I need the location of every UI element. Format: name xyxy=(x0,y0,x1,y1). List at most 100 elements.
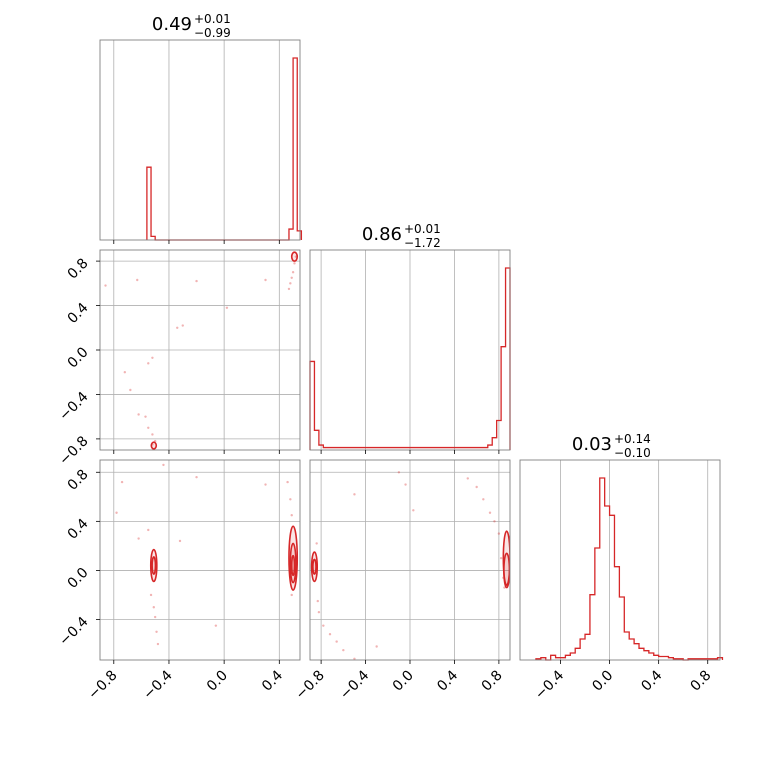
scatter-panel-1-2 xyxy=(309,459,511,664)
scatter-point xyxy=(136,278,139,282)
scatter-point xyxy=(315,542,318,545)
scatter-point xyxy=(397,471,401,474)
x-tick-label: −0.8 xyxy=(293,668,328,703)
scatter-point xyxy=(104,284,107,287)
x-tick-label: 0.4 xyxy=(259,667,286,694)
histogram-step-1 xyxy=(309,267,511,450)
scatter-point xyxy=(412,509,415,512)
scatter-point xyxy=(147,362,150,365)
scatter-point xyxy=(290,276,293,279)
scatter-point xyxy=(335,640,338,643)
param-title-median-2: 0.03 xyxy=(572,434,612,455)
histogram-panel-2: 0.03 +0.14−0.10 xyxy=(519,432,724,664)
y-tick-label: 0.8 xyxy=(65,255,92,282)
param-title-minus-1: −1.72 xyxy=(404,236,441,250)
scatter-point xyxy=(152,606,155,609)
y-tick-label: 0.4 xyxy=(65,516,92,543)
scatter-point xyxy=(322,624,325,627)
scatter-point xyxy=(162,463,165,467)
param-title-minus-0: −0.99 xyxy=(194,26,231,40)
scatter-point xyxy=(178,539,182,543)
scatter-point xyxy=(123,371,127,374)
scatter-point xyxy=(214,624,218,627)
x-tick-label: −0.4 xyxy=(337,667,372,702)
scatter-point xyxy=(291,271,295,274)
scatter-point xyxy=(287,287,291,291)
y-tick-label: −0.4 xyxy=(56,614,91,649)
scatter-point xyxy=(176,326,179,329)
x-tick-label: −0.4 xyxy=(532,667,567,702)
x-tick-label: 0.0 xyxy=(589,668,616,695)
panel-frame xyxy=(99,39,301,241)
scatter-point xyxy=(264,278,267,282)
density-contour xyxy=(290,251,299,262)
scatter-point xyxy=(353,493,356,496)
param-title-median-1: 0.86 xyxy=(362,224,402,245)
scatter-point xyxy=(488,511,492,514)
density-contour xyxy=(151,556,157,575)
param-title-median-0: 0.49 xyxy=(152,14,192,35)
x-tick-label: 0.0 xyxy=(390,668,417,695)
scatter-point xyxy=(316,599,319,603)
histogram-step-0 xyxy=(146,57,303,241)
scatter-point xyxy=(181,324,184,327)
panel-frame xyxy=(99,459,301,661)
scatter-point xyxy=(290,593,293,597)
x-tick-label: 0.8 xyxy=(479,668,506,695)
scatter-point xyxy=(195,279,198,283)
scatter-point xyxy=(293,262,296,265)
scatter-point xyxy=(137,537,140,540)
y-tick-label: 0.0 xyxy=(65,344,92,371)
scatter-point xyxy=(151,356,154,359)
density-contour xyxy=(150,441,158,450)
scatter-point xyxy=(225,306,229,309)
scatter-panel-0-1 xyxy=(96,249,301,454)
scatter-point xyxy=(151,433,154,436)
scatter-point xyxy=(466,477,469,480)
y-tick-label: 0.0 xyxy=(65,565,92,592)
scatter-point xyxy=(286,480,289,484)
scatter-point xyxy=(499,556,503,560)
scatter-point xyxy=(375,645,378,648)
scatter-point xyxy=(147,426,150,429)
scatter-point xyxy=(147,528,150,532)
x-tick-label: −0.8 xyxy=(85,668,120,703)
x-tick-label: 0.4 xyxy=(434,667,461,694)
scatter-point xyxy=(353,657,356,660)
x-tick-label: −0.4 xyxy=(140,667,175,702)
density-contour xyxy=(290,554,296,577)
density-contour xyxy=(310,551,319,583)
histogram-panel-0: 0.49 +0.01−0.99 xyxy=(99,12,303,244)
scatter-point xyxy=(404,483,407,486)
scatter-point xyxy=(129,388,132,392)
x-tick-label: 0.4 xyxy=(638,667,665,694)
param-title-plus-0: +0.01 xyxy=(194,12,231,26)
scatter-point xyxy=(328,633,332,636)
scatter-point xyxy=(289,282,292,285)
scatter-point xyxy=(289,498,292,501)
scatter-point xyxy=(264,483,267,486)
y-tick-label: 0.4 xyxy=(65,300,92,327)
scatter-point xyxy=(155,630,158,633)
scatter-point xyxy=(149,593,153,597)
scatter-point xyxy=(115,511,118,514)
scatter-point xyxy=(290,514,293,517)
scatter-point xyxy=(144,415,147,418)
y-tick-label: −0.8 xyxy=(56,433,91,468)
y-tick-label: 0.8 xyxy=(65,467,92,494)
y-tick-label: −0.4 xyxy=(56,389,91,424)
scatter-panel-0-2 xyxy=(96,459,301,664)
scatter-point xyxy=(195,475,198,479)
scatter-point xyxy=(342,648,345,652)
param-title-minus-2: −0.10 xyxy=(614,446,651,460)
x-tick-label: 0.0 xyxy=(204,668,231,695)
scatter-point xyxy=(497,532,501,535)
scatter-point xyxy=(482,498,485,501)
param-title-plus-1: +0.01 xyxy=(404,222,441,236)
histogram-step-2 xyxy=(535,477,724,661)
scatter-point xyxy=(153,615,157,619)
scatter-point xyxy=(156,642,160,646)
panel-frame xyxy=(519,459,721,661)
density-contour xyxy=(312,558,317,575)
